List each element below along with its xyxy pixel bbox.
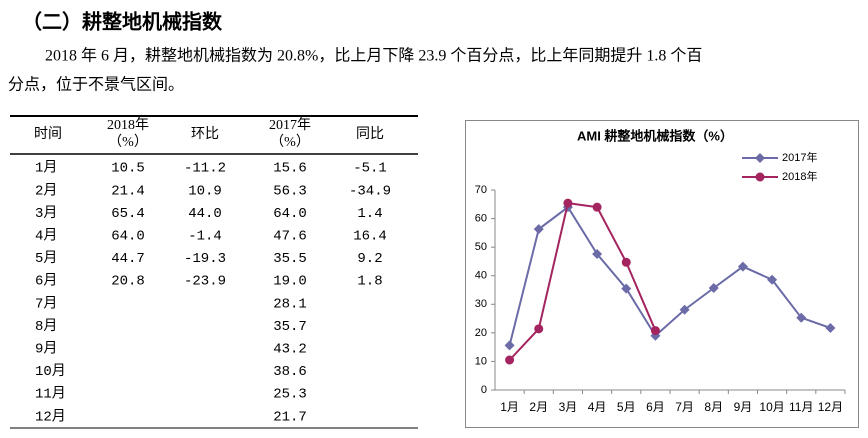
table-cell: 44.7 (111, 251, 145, 267)
legend-marker (755, 153, 765, 163)
table-cell: -19.3 (184, 251, 226, 267)
series-line (508, 205, 831, 346)
point (621, 257, 631, 267)
legend-marker (755, 172, 765, 182)
paragraph-line: 分点，位于不景气区间。 (8, 76, 184, 94)
table-cell: 21.7 (273, 409, 307, 425)
x-tick-label: 1月 (500, 400, 519, 414)
table-cell: 8月 (35, 318, 57, 335)
point (650, 326, 660, 336)
table-cell: 9月 (35, 341, 57, 358)
chart-frame (465, 120, 859, 428)
point (679, 304, 690, 315)
point (708, 283, 719, 293)
x-tick-label: 6月 (646, 400, 665, 414)
table-cell: 5月 (35, 250, 57, 267)
table-cell: 10.5 (111, 161, 145, 177)
paragraph-line: 2018 年 6 月，耕整地机械指数为 20.8%，比上月下降 23.9 个百分… (45, 47, 702, 65)
table-cell: 9.2 (357, 251, 382, 267)
table-cell: 7月 (35, 295, 57, 312)
point (621, 283, 632, 294)
table-cell: 38.6 (273, 364, 307, 380)
legend-label: 2018年 (782, 169, 817, 183)
y-tick-label: 20 (475, 327, 487, 339)
table-cell: 35.5 (273, 251, 307, 267)
table-cell: -34.9 (349, 183, 391, 199)
chart-title: AMI 耕整地机械指数（%） (577, 128, 733, 143)
table-header: 环比 (191, 126, 219, 142)
y-tick-label: 70 (475, 184, 487, 196)
table-cell: -1.4 (188, 229, 222, 245)
table-cell: 1月 (35, 160, 57, 177)
series-line (508, 202, 657, 361)
table-cell: -11.2 (184, 161, 226, 177)
point (796, 312, 807, 323)
x-tick-label: 5月 (617, 400, 636, 414)
table-cell: 3月 (35, 205, 57, 222)
x-tick-label: 12月 (818, 400, 843, 414)
point (737, 261, 748, 272)
table-cell: 10月 (35, 363, 66, 380)
x-tick-label: 9月 (734, 400, 753, 414)
table-header: （%） (108, 134, 148, 150)
table-cell: 19.0 (273, 274, 307, 290)
table-cell: 64.0 (273, 206, 307, 222)
x-tick-label: 8月 (704, 400, 723, 414)
point (534, 324, 544, 334)
y-tick-label: 50 (475, 241, 487, 253)
table-cell: 6月 (35, 273, 57, 290)
table-cell: 20.8 (111, 274, 145, 290)
table-cell: 16.4 (353, 229, 387, 245)
y-tick-label: 10 (475, 355, 487, 367)
table-cell: 11月 (35, 386, 66, 403)
x-tick-label: 2月 (529, 400, 548, 414)
table-header: （%） (270, 134, 310, 150)
table-cell: 44.0 (188, 206, 222, 222)
point (504, 340, 515, 351)
heading: （二）耕整地机械指数 (22, 10, 223, 34)
x-tick-label: 11月 (789, 400, 813, 414)
table-cell: -5.1 (353, 161, 387, 177)
table-cell: 4月 (35, 228, 57, 245)
point (825, 323, 836, 333)
table-cell: 56.3 (273, 183, 307, 199)
point (767, 274, 778, 285)
table-cell: 43.2 (273, 342, 307, 358)
y-tick-label: 40 (475, 270, 487, 282)
point (533, 224, 544, 235)
table-header: 2018年 (107, 117, 149, 133)
x-tick-label: 4月 (588, 400, 607, 414)
table-cell: 47.6 (273, 229, 307, 245)
point (563, 198, 573, 208)
table-cell: 64.0 (111, 229, 145, 245)
table-cell: 1.8 (357, 274, 382, 290)
table-header: 2017年 (269, 117, 311, 133)
x-tick-label: 7月 (675, 400, 694, 414)
x-tick-label: 10月 (759, 400, 784, 414)
table-cell: 15.6 (273, 161, 307, 177)
legend-label: 2017年 (782, 150, 817, 164)
table-header: 同比 (356, 126, 384, 142)
table-cell: 25.3 (273, 387, 307, 403)
point (592, 249, 603, 259)
table-cell: 2月 (35, 182, 57, 199)
table-cell: 65.4 (111, 206, 145, 222)
point (505, 355, 515, 365)
x-tick-label: 3月 (559, 400, 578, 414)
table-cell: 35.7 (273, 319, 307, 335)
table-cell: 10.9 (188, 183, 222, 199)
table-cell: 12月 (35, 408, 66, 425)
table-cell: 21.4 (111, 183, 145, 199)
y-tick-label: 30 (475, 298, 487, 310)
table-cell: 28.1 (273, 296, 307, 312)
y-tick-label: 60 (475, 212, 487, 224)
point (592, 202, 602, 212)
table-header: 时间 (34, 126, 62, 142)
table-cell: -23.9 (184, 274, 226, 290)
table-cell: 1.4 (357, 206, 382, 222)
y-tick-label: 0 (481, 384, 487, 396)
